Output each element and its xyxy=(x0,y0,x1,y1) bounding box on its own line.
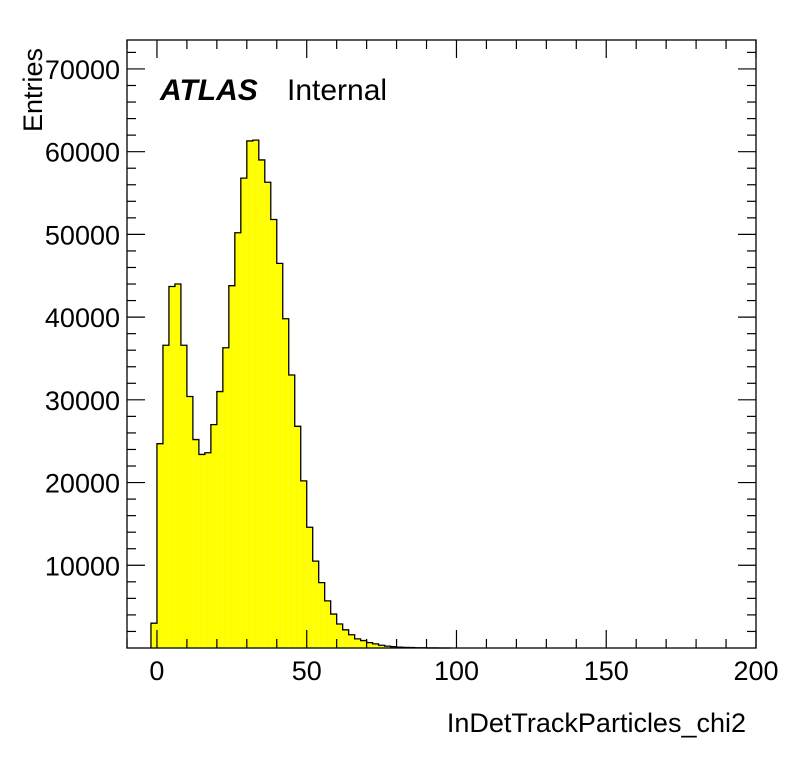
plot-frame xyxy=(126,39,757,649)
histogram-bin xyxy=(360,640,367,648)
y-tick-labels: 10000 20000 30000 40000 50000 60000 70000 xyxy=(45,55,120,581)
x-tick-label: 100 xyxy=(434,656,479,686)
histogram-bin xyxy=(204,452,211,648)
histogram-bin xyxy=(162,345,169,648)
y-tick-label: 60000 xyxy=(45,138,120,168)
histogram-bin xyxy=(300,480,307,648)
histogram-bin xyxy=(264,182,271,648)
histogram-bin xyxy=(186,396,193,648)
histogram-bin xyxy=(216,391,223,648)
histogram-bin xyxy=(246,140,253,648)
histogram-bin xyxy=(390,646,397,648)
x-tick-labels: 0 50 100 150 200 xyxy=(149,656,778,686)
histogram-outline xyxy=(150,139,452,649)
histogram-bin xyxy=(210,424,217,648)
y-tick-label: 40000 xyxy=(45,303,120,333)
y-tick-label: 20000 xyxy=(45,469,120,499)
histogram-bin xyxy=(234,232,241,648)
histogram-bin xyxy=(366,642,373,648)
histogram-bin xyxy=(378,645,385,648)
histogram-bin xyxy=(270,219,277,648)
histogram-bin xyxy=(354,638,361,648)
histogram-bin xyxy=(198,454,205,648)
histogram-bin xyxy=(276,263,283,648)
histogram-bin xyxy=(312,561,319,648)
histogram-bin xyxy=(330,614,337,648)
histogram-bin xyxy=(336,624,343,648)
x-axis-title: InDetTrackParticles_chi2 xyxy=(447,708,746,738)
histogram-bin xyxy=(372,643,379,648)
histogram-bin xyxy=(318,582,325,648)
x-tick-label: 200 xyxy=(733,656,778,686)
y-tick-label: 10000 xyxy=(45,551,120,581)
histogram-bin xyxy=(252,140,259,648)
histogram-bin xyxy=(342,629,349,648)
y-axis-title: Entries xyxy=(18,48,48,132)
x-tick-label: 150 xyxy=(584,656,629,686)
histogram-bin xyxy=(258,159,265,649)
histogram-bin xyxy=(240,178,247,648)
axis-ticks xyxy=(126,40,757,648)
histogram-bin xyxy=(294,426,301,648)
histogram-bin xyxy=(192,439,199,648)
histogram-bin xyxy=(156,443,163,648)
histogram-bin xyxy=(348,634,355,648)
y-tick-label: 30000 xyxy=(45,386,120,416)
atlas-label: ATLAS xyxy=(159,74,258,107)
histogram-bin xyxy=(384,646,391,648)
histogram-bin xyxy=(282,318,289,648)
y-tick-label: 50000 xyxy=(45,220,120,250)
x-tick-label: 50 xyxy=(292,656,322,686)
histogram-bin xyxy=(150,623,157,648)
histogram-bin xyxy=(306,527,313,648)
histogram-bin xyxy=(324,600,331,648)
histogram-bin xyxy=(174,284,181,648)
y-tick-label: 70000 xyxy=(45,55,120,85)
histogram-bin xyxy=(168,286,175,648)
histogram-bin xyxy=(288,375,295,648)
x-tick-label: 0 xyxy=(149,656,164,686)
internal-label: Internal xyxy=(287,74,387,107)
histogram-bin xyxy=(180,345,187,648)
histogram-bin xyxy=(222,347,229,648)
histogram-bin xyxy=(228,285,235,648)
histogram-bars xyxy=(150,140,451,649)
